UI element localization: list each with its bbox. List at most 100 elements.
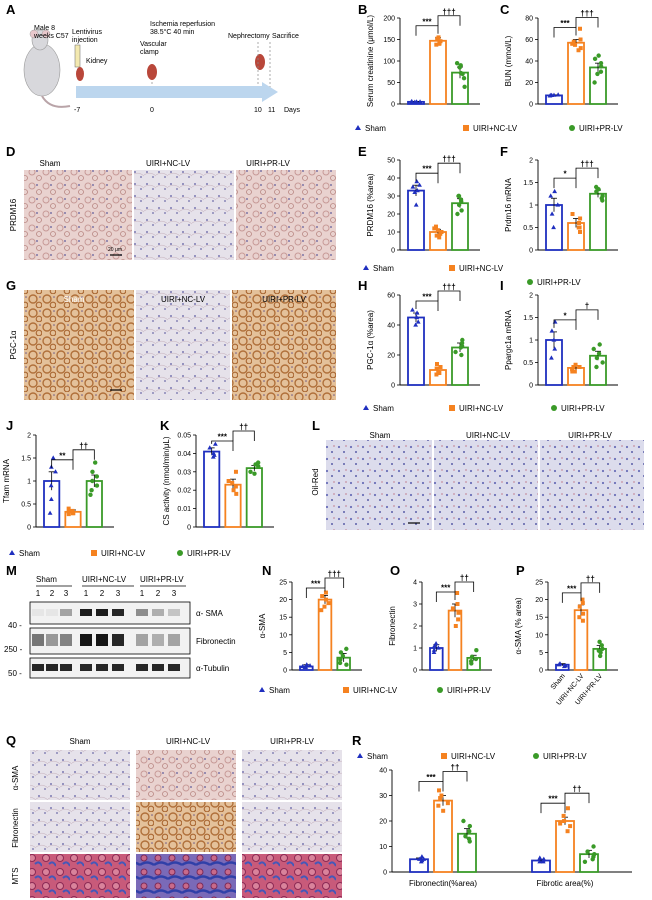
legend-label-pr: UIRI+PR-LV [537,278,581,287]
col-label: UIRI+NC-LV [466,431,511,440]
data-point [88,492,93,497]
data-point [459,199,464,204]
ihc-fn-nc [136,802,236,852]
data-point [416,856,422,861]
wb-band-asma [80,609,92,616]
y-tick-label: 15 [279,615,287,622]
y-tick-label: 0.02 [177,488,191,495]
data-point [226,479,231,483]
y-tick-label: 1.5 [523,180,533,187]
legend-label-sham: Sham [269,686,290,695]
significance-label: ††† [580,9,593,18]
data-point [570,212,575,216]
y-tick-label: 4 [413,580,417,587]
wb-band-label: α-Tubulin [196,664,229,673]
bar [429,39,447,105]
y-tick-label: 40 [387,323,395,330]
legend-marker-pr [177,550,183,556]
legend-marker-pr [551,405,557,411]
ischemia-label: Ischemia reperfusion 38.5°C 40 min [150,21,215,36]
bar [555,820,575,873]
y-tick-label: 2 [529,158,533,165]
wb-band-tubulin [96,664,108,671]
data-point [565,806,570,811]
mouse-label-line-1: Male 8 [34,25,55,32]
data-point [580,601,585,606]
wb-group-label: UIRI+PR-LV [140,575,184,584]
y-tick-label: 0.05 [177,433,191,440]
data-point [561,663,567,669]
data-point [592,56,598,62]
panel-label-O: O [390,563,400,578]
significance-label: ††† [580,160,593,169]
data-point [456,202,462,208]
chart-J: 0 0.5 1 1.5 2 Tfam mRNA ** †† [2,433,114,532]
legend-label-nc: UIRI+NC-LV [353,686,398,695]
data-point [573,42,578,47]
wb-band-label: α- SMA [196,609,224,618]
data-point [576,225,581,230]
legend-label-nc: UIRI+NC-LV [101,549,146,558]
data-point [66,510,71,515]
wb-band-fn [46,634,58,646]
y-tick-label: 0 [529,383,533,390]
mouse-ear-icon [41,29,51,39]
col-label: UIRI+PR-LV [270,737,314,746]
data-point [454,60,460,66]
legend-label-sham: Sham [19,549,40,558]
legend-marker-sham [9,550,15,555]
data-point [598,69,604,74]
data-point [410,184,416,189]
significance-label: † [585,301,589,310]
day-label: -7 [74,107,80,114]
panel-label-M: M [6,563,17,578]
legend-label-sham: Sham [373,404,394,413]
data-point [595,71,600,77]
y-axis-label: α-SMA [258,613,267,638]
legend-label-pr: UIRI+PR-LV [447,686,491,695]
data-point [436,35,441,40]
y-tick-label: 5 [539,650,543,657]
data-point [571,39,576,44]
chart-N: 0 5 10 15 20 25 α-SMA *** ††† [258,570,362,675]
significance-bracket [72,449,95,460]
legend-marker-nc [449,405,455,411]
y-axis-label: Prdm16 mRNA [504,177,513,231]
data-point [461,818,466,824]
schematic-panel: Male 8 weeks C57 Lentivirus injection Kidn… [23,21,300,114]
kidney-clamp-icon [147,64,157,80]
mouse-ear-icon [29,29,39,39]
data-point [434,42,439,47]
data-point [344,662,349,667]
wb-band-fn [60,634,72,646]
y-tick-label: 0 [391,383,395,390]
data-point [253,462,258,467]
wb-group-label: UIRI+NC-LV [82,575,127,584]
wb-lane-number: 1 [36,589,41,598]
ihc-image-sham [24,290,134,400]
data-point [577,365,582,369]
wb-lane-number: 2 [156,589,161,598]
significance-label: ††† [442,283,455,292]
wb-band-tubulin [60,664,72,671]
wb-band-asma [46,609,58,616]
data-point [585,849,590,854]
legend-label-pr: UIRI+PR-LV [187,549,231,558]
legend-marker-sham [259,687,265,692]
significance-label: ** [59,451,66,460]
data-point [540,857,546,863]
panel-label-R: R [352,733,362,748]
data-point [323,590,328,595]
data-point [469,661,474,666]
y-axis-label: PRDM16 (%area) [366,173,375,236]
data-point [412,99,418,104]
data-point [591,844,596,849]
data-point [537,855,543,860]
clamp-label: Vascular clamp [140,41,167,56]
wb-band-fn [136,634,148,646]
y-tick-label: 0 [529,102,533,109]
data-point [415,319,421,324]
ihc-asma-sham [30,750,130,800]
data-point [92,460,98,465]
